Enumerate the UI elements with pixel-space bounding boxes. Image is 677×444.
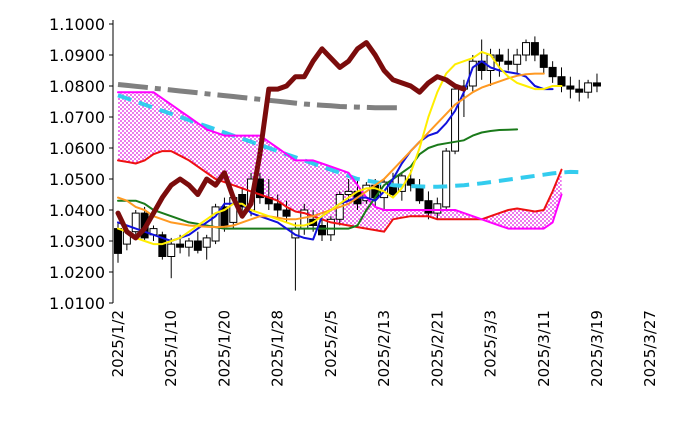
candle xyxy=(575,79,584,102)
candle xyxy=(131,210,140,235)
y-tick-label: 1.0800 xyxy=(49,77,105,96)
candle xyxy=(424,191,433,220)
candle xyxy=(451,86,460,155)
candle xyxy=(273,194,282,220)
candle xyxy=(495,48,504,77)
x-tick-label: 2025/3/19 xyxy=(588,310,606,387)
candle xyxy=(158,231,167,260)
y-tick-label: 1.0600 xyxy=(49,139,105,158)
candle xyxy=(584,79,593,99)
candle xyxy=(557,67,566,93)
candle xyxy=(415,179,424,204)
y-tick-label: 1.0500 xyxy=(49,170,105,189)
indicator-line xyxy=(117,91,563,230)
candle xyxy=(477,39,486,80)
x-tick-label: 2025/1/10 xyxy=(162,310,180,387)
candle xyxy=(433,197,442,220)
candle xyxy=(255,172,264,204)
candle xyxy=(468,55,477,93)
y-tick-label: 1.0100 xyxy=(49,294,105,313)
candle xyxy=(539,48,548,74)
x-tick-label: 2025/3/27 xyxy=(641,310,659,387)
candle xyxy=(184,237,193,257)
candle xyxy=(522,39,531,62)
candle xyxy=(592,73,601,93)
candle xyxy=(504,48,513,71)
indicator-line xyxy=(117,93,580,189)
y-tick-label: 1.0900 xyxy=(49,46,105,65)
y-tick-label: 1.0400 xyxy=(49,201,105,220)
candle xyxy=(167,237,176,279)
candle xyxy=(513,48,522,74)
indicator-line xyxy=(117,150,563,233)
indicator-line xyxy=(117,50,563,246)
y-tick-labels: 1.0100 1.0200 1.0300 1.0400 1.0500 1.0600 1.07… xyxy=(49,15,113,313)
x-tick-label: 2025/1/2 xyxy=(109,310,127,377)
candle xyxy=(442,148,451,210)
candle xyxy=(193,231,202,254)
y-tick-label: 1.0300 xyxy=(49,232,105,251)
indicator-line xyxy=(115,40,467,241)
candle xyxy=(211,203,220,245)
candle xyxy=(530,36,539,62)
indicator-lines xyxy=(115,40,580,246)
candle xyxy=(548,61,557,83)
candle xyxy=(566,76,575,99)
y-tick-label: 1.1000 xyxy=(49,15,105,34)
x-tick-label: 2025/1/28 xyxy=(269,310,287,387)
x-tick-label: 2025/3/3 xyxy=(482,310,500,377)
y-tick-label: 1.0200 xyxy=(49,263,105,282)
x-tick-labels: 2025/1/2 2025/1/10 2025/1/20 2025/1/28 2025/… xyxy=(109,310,659,387)
x-tick-label: 2025/2/21 xyxy=(428,310,446,387)
candle xyxy=(202,234,211,260)
y-tick-label: 1.0700 xyxy=(49,108,105,127)
x-tick-label: 2025/3/11 xyxy=(535,310,553,387)
x-tick-label: 2025/2/13 xyxy=(375,310,393,387)
x-tick-label: 2025/1/20 xyxy=(215,310,233,387)
indicator-line xyxy=(117,82,402,111)
x-tick-label: 2025/2/5 xyxy=(322,310,340,377)
